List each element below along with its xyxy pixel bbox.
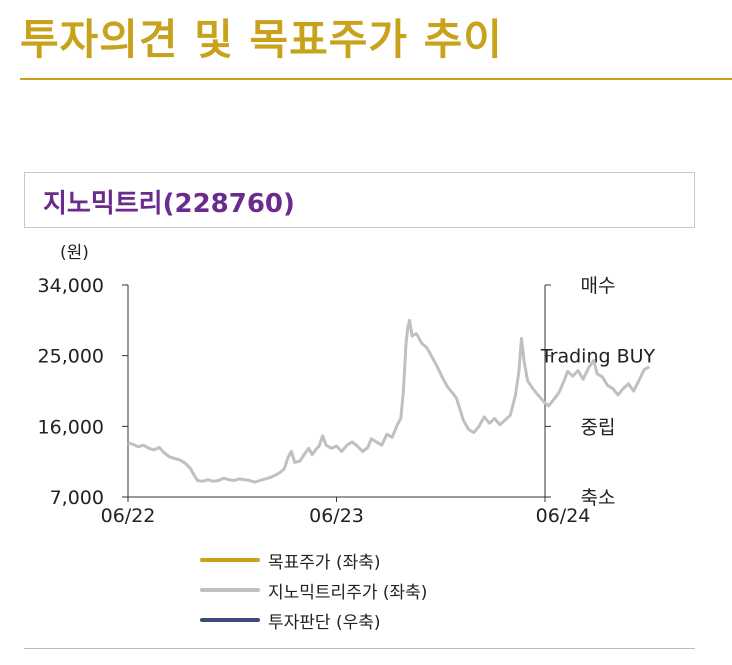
left-y-tick-label: 25,000 <box>38 346 104 368</box>
page-title: 투자의견 및 목표주가 추이 <box>20 15 503 64</box>
series-line-1 <box>127 318 651 484</box>
chart-title: 지노믹트리(228760) <box>43 189 295 219</box>
bottom-divider <box>24 648 695 649</box>
legend-swatch-stock-price <box>200 588 260 592</box>
legend-item-stock-price: 지노믹트리주가 (좌축) <box>200 575 427 605</box>
right-y-tick-label: Trading BUY <box>540 346 656 368</box>
left-y-tick-label: 34,000 <box>38 275 104 297</box>
left-y-tick-label: 16,000 <box>38 416 104 438</box>
legend-swatch-target-price <box>200 558 260 562</box>
right-y-tick-label: 축소 <box>581 487 616 509</box>
right-y-tick-label: 매수 <box>581 275 616 297</box>
legend-label-stock-price: 지노믹트리주가 (좌축) <box>268 582 428 603</box>
price-chart: 34,000 25,000 16,000 7,000 매수 Trading BUY 중립축소… <box>38 275 656 527</box>
chart-legend: 목표주가 (좌축) 지노믹트리주가 (좌축) 투자판단 (우축) <box>200 545 427 635</box>
legend-label-rating: 투자판단 (우축) <box>268 612 381 633</box>
legend-label-target-price: 목표주가 (좌축) <box>268 552 381 573</box>
x-tick-label: 06/23 <box>309 505 364 527</box>
legend-swatch-rating <box>200 618 260 622</box>
chart-title-box: 지노믹트리(228760) <box>24 172 695 228</box>
legend-item-target-price: 목표주가 (좌축) <box>200 545 427 575</box>
y-axis-unit-label: (원) <box>60 243 89 263</box>
x-tick-label: 06/22 <box>101 505 156 527</box>
left-y-tick-label: 7,000 <box>50 487 104 509</box>
legend-item-rating: 투자판단 (우축) <box>200 605 427 635</box>
x-tick-label: 06/24 <box>536 505 591 527</box>
title-divider <box>20 78 732 80</box>
right-y-tick-label: 중립 <box>581 416 616 438</box>
